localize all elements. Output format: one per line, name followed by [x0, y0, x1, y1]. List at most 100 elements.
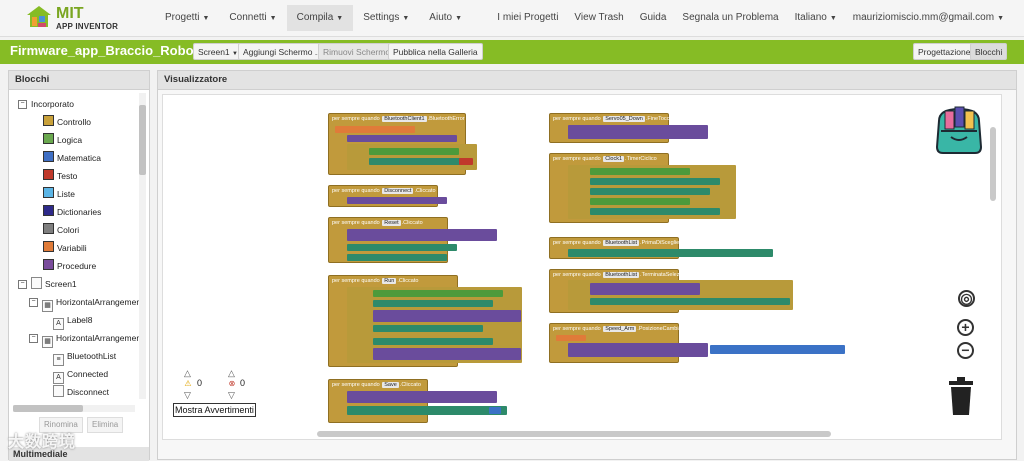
tree-connected[interactable]: A Connected: [53, 367, 108, 384]
publish-gallery-button[interactable]: Pubblica nella Galleria: [388, 43, 483, 60]
warnings-indicator: △ ▽ ⚠ 0 △ ▽ ⊗ 0: [172, 368, 252, 416]
logo-text-app-inventor: APP INVENTOR: [56, 22, 119, 31]
builtin-logica[interactable]: Logica: [43, 133, 82, 147]
logica-swatch-icon: [43, 133, 54, 144]
tree-scrollbar-thumb[interactable]: [139, 105, 146, 175]
app-inventor-logo[interactable]: MIT APP INVENTOR: [24, 3, 134, 33]
collapse-icon[interactable]: −: [18, 280, 27, 289]
collapse-icon[interactable]: −: [18, 100, 27, 109]
builtin-matematica[interactable]: Matematica: [43, 151, 101, 165]
account-menu[interactable]: mauriziomiscio.mm@gmail.com ▼: [852, 12, 1004, 23]
event-block-reset-click[interactable]: per sempre quando Reset .Cliccato: [328, 217, 497, 263]
show-warnings-button[interactable]: Mostra Avvertimenti: [173, 403, 256, 417]
blocks-panel-title: Blocchi: [9, 71, 149, 90]
error-icon: ⊗: [228, 379, 236, 388]
logo-text-mit: MIT: [56, 5, 84, 22]
menu-progetti[interactable]: Progetti ▼: [165, 12, 210, 23]
error-next-icon[interactable]: ▽: [228, 390, 235, 400]
builtin-colori[interactable]: Colori: [43, 223, 79, 237]
tree-hscrollbar-thumb[interactable]: [13, 405, 83, 412]
caret-down-icon: ▼: [202, 15, 210, 22]
warning-next-icon[interactable]: ▽: [184, 390, 191, 400]
rename-button[interactable]: Rinomina: [39, 417, 83, 433]
logo-icon: [27, 6, 51, 27]
warnings-count: 0: [197, 378, 203, 388]
viewer-title: Visualizzatore: [158, 71, 1016, 90]
event-block-disconnect-click[interactable]: per sempre quando Disconnect .Cliccato: [328, 185, 447, 207]
event-block-save-click[interactable]: per sempre quando Save .Cliccato: [328, 379, 507, 423]
event-block-bluetoothlist-after[interactable]: per sempre quando BluetoothList .Terminat…: [549, 269, 793, 313]
caret-down-icon: ▼: [829, 15, 837, 22]
tree-scrollbar-track[interactable]: [139, 93, 146, 399]
blocks-panel: Blocchi − Incorporato Controllo Logica M…: [8, 70, 150, 461]
label-icon: A: [53, 318, 64, 330]
caret-down-icon: ▼: [336, 15, 344, 22]
errors-count: 0: [240, 378, 246, 388]
project-toolbar: Firmware_app_Braccio_Robotico Screen1 ▼ …: [0, 40, 1024, 64]
tree-disconnect[interactable]: Disconnect: [53, 385, 109, 399]
colori-swatch-icon: [43, 223, 54, 234]
variabili-swatch-icon: [43, 241, 54, 252]
event-block-bluetoothlist-before[interactable]: per sempre quando BluetoothList .PrimaDiS…: [549, 237, 773, 259]
link-report-problem[interactable]: Segnala un Problema: [682, 12, 779, 23]
delete-button[interactable]: Elimina: [87, 417, 124, 433]
event-block-run-click[interactable]: per sempre quando Run .Cliccato: [328, 275, 522, 367]
label-icon: A: [53, 372, 64, 384]
link-my-projects[interactable]: I miei Progetti: [497, 12, 559, 23]
trash-icon[interactable]: [947, 377, 975, 415]
builtin-controllo[interactable]: Controllo: [43, 115, 91, 129]
project-title: Firmware_app_Braccio_Robotico: [10, 43, 217, 58]
zoom-out-icon[interactable]: −: [957, 342, 974, 359]
workspace-hscrollbar[interactable]: [317, 431, 831, 437]
controllo-swatch-icon: [43, 115, 54, 126]
collapse-icon[interactable]: −: [29, 334, 38, 343]
builtin-variabili[interactable]: Variabili: [43, 241, 87, 255]
zoom-in-icon[interactable]: +: [957, 319, 974, 336]
event-block-bluetooth-error[interactable]: per sempre quando BluetoothClient1 .Bluet…: [328, 113, 477, 175]
procedure-swatch-icon: [43, 259, 54, 270]
workspace-vscrollbar[interactable]: [990, 127, 996, 201]
collapse-icon[interactable]: −: [29, 298, 38, 307]
menu-settings[interactable]: Settings ▼: [363, 12, 410, 23]
menu-compila[interactable]: Compila ▼: [286, 5, 354, 31]
caret-down-icon: ▼: [402, 15, 410, 22]
main-menu: Progetti ▼ Connetti ▼ Compila ▼ Settings ▼ A…: [155, 5, 472, 31]
button-icon: [53, 385, 64, 397]
builtin-testo[interactable]: Testo: [43, 169, 77, 183]
event-block-speed-arm[interactable]: per sempre quando Speed_Arm .PosizioneCam…: [549, 323, 845, 363]
error-prev-icon[interactable]: △: [228, 368, 235, 378]
link-guide[interactable]: Guida: [639, 12, 667, 23]
blocks-button[interactable]: Blocchi: [970, 43, 1008, 60]
remove-screen-button[interactable]: Rimuovi Schermo: [318, 43, 396, 60]
screen-icon: [31, 277, 42, 289]
backpack-icon[interactable]: [931, 103, 987, 157]
screen-select[interactable]: Screen1 ▼: [193, 43, 243, 60]
secondary-menu: I miei Progetti View Trash Guida Segnala…: [489, 5, 1012, 31]
caret-down-icon: ▼: [232, 51, 238, 57]
add-screen-button[interactable]: Aggiungi Schermo ...: [238, 43, 327, 60]
list-picker-icon: ≡: [53, 354, 64, 366]
menu-connetti[interactable]: Connetti ▼: [229, 12, 277, 23]
recenter-icon[interactable]: ◎: [958, 290, 975, 307]
multimedia-header[interactable]: Multimediale: [9, 447, 149, 461]
designer-button[interactable]: Progettazione: [913, 43, 976, 60]
caret-down-icon: ▼: [455, 15, 463, 22]
matematica-swatch-icon: [43, 151, 54, 162]
liste-swatch-icon: [43, 187, 54, 198]
blocks-workspace[interactable]: per sempre quando BluetoothClient1 .Bluet…: [162, 94, 1002, 440]
event-block-servo05-down[interactable]: per sempre quando Servo05_Down .FineTocco: [549, 113, 708, 143]
link-view-trash[interactable]: View Trash: [574, 12, 624, 23]
menu-aiuto[interactable]: Aiuto ▼: [429, 12, 463, 23]
event-block-clock1-timer[interactable]: per sempre quando Clock1 .TimerCiclico: [549, 153, 736, 223]
builtin-procedure[interactable]: Procedure: [43, 259, 96, 273]
builtin-dictionaries[interactable]: Dictionaries: [43, 205, 101, 219]
tree-label8[interactable]: A Label8: [53, 313, 93, 330]
warning-icon: ⚠: [184, 379, 192, 388]
language-menu[interactable]: Italiano ▼: [794, 12, 837, 23]
tree-bluetooth-list[interactable]: ≡ BluetoothList: [53, 349, 116, 366]
arrangement-icon: ▦: [42, 300, 53, 312]
testo-swatch-icon: [43, 169, 54, 180]
top-navigation-bar: MIT APP INVENTOR Progetti ▼ Connetti ▼ Com…: [0, 0, 1024, 37]
warning-prev-icon[interactable]: △: [184, 368, 191, 378]
builtin-liste[interactable]: Liste: [43, 187, 75, 201]
